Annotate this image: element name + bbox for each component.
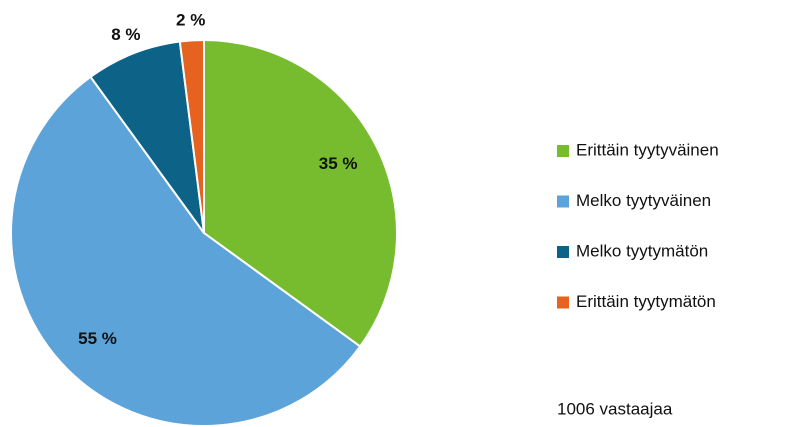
legend-label: Erittäin tyytyväinen [576,140,719,159]
legend-label: Erittäin tyytymätön [576,292,716,311]
data-label: 35 % [319,154,358,173]
data-label: 55 % [78,329,117,348]
legend-label: Melko tyytyväinen [576,191,711,210]
pie-slice [10,75,362,427]
legend-swatch [557,246,569,258]
legend-swatch [557,145,569,157]
annotation: 1006 vastaajaa [557,399,673,418]
pie-slice [178,38,205,234]
legend-label: Melko tyytymätön [576,241,708,260]
legend-swatch [557,195,569,208]
pie-slice [89,40,205,234]
pie-slice [203,38,398,348]
legend-swatch [557,296,569,309]
data-label: 8 % [111,25,140,44]
data-label: 2 % [176,11,205,30]
